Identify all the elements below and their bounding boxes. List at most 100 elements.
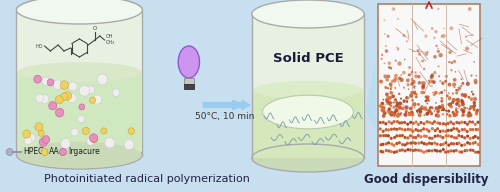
Circle shape	[436, 142, 439, 146]
Circle shape	[388, 107, 391, 111]
Circle shape	[408, 66, 411, 69]
Ellipse shape	[18, 62, 142, 82]
Circle shape	[436, 127, 439, 130]
Text: Good dispersibility: Good dispersibility	[364, 172, 488, 185]
Circle shape	[395, 142, 398, 145]
Circle shape	[381, 54, 384, 56]
Circle shape	[390, 91, 393, 95]
Circle shape	[420, 81, 423, 84]
Circle shape	[390, 150, 393, 153]
Circle shape	[385, 93, 389, 96]
Circle shape	[448, 103, 452, 107]
Circle shape	[68, 82, 77, 91]
Circle shape	[450, 26, 454, 30]
Circle shape	[40, 94, 49, 103]
Text: AA: AA	[50, 147, 60, 156]
Circle shape	[438, 150, 442, 153]
Circle shape	[476, 136, 480, 140]
Circle shape	[422, 81, 426, 85]
Circle shape	[378, 127, 382, 131]
Circle shape	[53, 80, 62, 90]
Circle shape	[425, 128, 428, 131]
Circle shape	[422, 127, 425, 131]
Circle shape	[465, 36, 467, 38]
Circle shape	[438, 75, 440, 77]
Circle shape	[426, 120, 428, 123]
Circle shape	[390, 112, 394, 117]
Circle shape	[406, 136, 410, 140]
Circle shape	[390, 137, 392, 140]
Circle shape	[468, 137, 472, 140]
Circle shape	[451, 101, 454, 104]
Circle shape	[394, 112, 396, 115]
Circle shape	[466, 130, 468, 133]
Circle shape	[387, 128, 390, 132]
Circle shape	[452, 136, 456, 139]
Circle shape	[476, 109, 479, 112]
Circle shape	[382, 114, 386, 118]
Circle shape	[390, 122, 394, 125]
Circle shape	[465, 46, 469, 51]
Ellipse shape	[253, 81, 363, 99]
Circle shape	[450, 61, 453, 64]
Circle shape	[390, 67, 392, 69]
Circle shape	[458, 130, 460, 133]
Circle shape	[438, 122, 442, 125]
Circle shape	[464, 121, 466, 124]
Circle shape	[398, 141, 401, 144]
Circle shape	[428, 80, 432, 84]
Circle shape	[450, 69, 452, 71]
Circle shape	[386, 96, 390, 99]
Circle shape	[448, 96, 452, 100]
Circle shape	[428, 149, 430, 152]
Circle shape	[409, 148, 412, 151]
Circle shape	[388, 112, 390, 114]
Circle shape	[414, 128, 418, 131]
Circle shape	[426, 51, 428, 53]
Circle shape	[393, 136, 396, 139]
Circle shape	[90, 135, 98, 143]
Circle shape	[463, 136, 466, 139]
Circle shape	[68, 93, 76, 103]
Circle shape	[412, 149, 415, 152]
Circle shape	[464, 149, 466, 152]
Circle shape	[406, 101, 408, 103]
Circle shape	[23, 130, 30, 138]
Circle shape	[474, 103, 476, 106]
Circle shape	[471, 91, 473, 93]
Circle shape	[412, 122, 415, 125]
Circle shape	[466, 107, 468, 109]
Circle shape	[403, 87, 405, 89]
Circle shape	[401, 143, 404, 146]
Text: Irgacure: Irgacure	[68, 147, 100, 156]
Circle shape	[406, 148, 410, 151]
Circle shape	[396, 120, 399, 123]
Circle shape	[437, 48, 439, 49]
Ellipse shape	[262, 95, 354, 129]
Circle shape	[47, 79, 54, 86]
Circle shape	[388, 66, 390, 69]
Circle shape	[90, 134, 98, 142]
Circle shape	[423, 91, 426, 94]
Circle shape	[442, 122, 445, 125]
Circle shape	[398, 121, 401, 125]
Circle shape	[398, 106, 402, 110]
Circle shape	[438, 105, 442, 109]
Circle shape	[442, 108, 444, 111]
Circle shape	[428, 137, 431, 140]
Circle shape	[434, 91, 438, 94]
Circle shape	[410, 142, 412, 145]
Circle shape	[79, 104, 85, 110]
Circle shape	[474, 61, 475, 63]
Circle shape	[400, 128, 404, 131]
Circle shape	[436, 114, 440, 118]
Circle shape	[404, 59, 406, 60]
Circle shape	[420, 105, 423, 108]
Text: Photoinitiated radical polymerization: Photoinitiated radical polymerization	[44, 174, 250, 184]
Circle shape	[435, 102, 436, 104]
Circle shape	[412, 80, 416, 84]
Circle shape	[422, 60, 424, 62]
Circle shape	[469, 105, 473, 109]
Circle shape	[390, 128, 393, 131]
Circle shape	[452, 113, 456, 117]
